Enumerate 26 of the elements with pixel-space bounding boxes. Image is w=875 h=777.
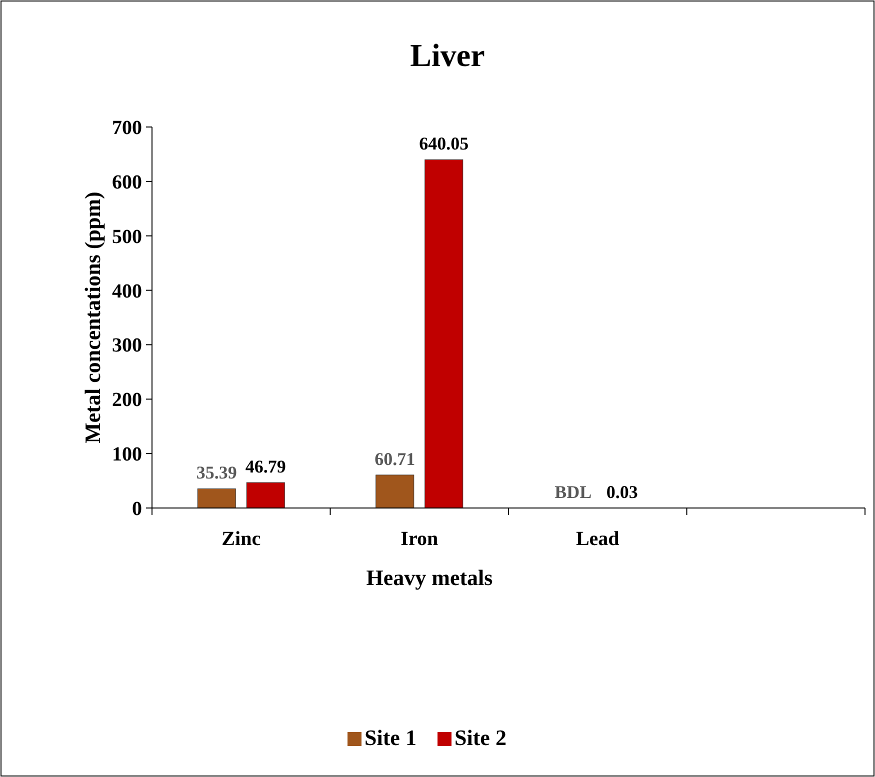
legend-label: Site 2 — [454, 725, 506, 750]
y-tick-label: 500 — [112, 226, 142, 248]
y-tick-label: 400 — [112, 280, 142, 302]
bar — [376, 474, 414, 508]
y-tick-label: 300 — [112, 334, 142, 357]
data-label: 46.79 — [245, 456, 286, 477]
text: BDL — [554, 482, 592, 502]
x-tick-label: Iron — [400, 528, 438, 550]
y-axis-title: Metal concentations (ppm) — [80, 192, 105, 444]
data-label: 0.03 — [606, 482, 638, 502]
data-label: 640.05 — [419, 134, 469, 154]
y-tick-label: 0 — [132, 498, 142, 520]
bar — [424, 159, 464, 508]
chart-title: Liver — [410, 37, 485, 73]
data-label: 60.71 — [374, 448, 416, 469]
legend-label: Site 1 — [364, 725, 416, 750]
bar — [197, 488, 236, 508]
data-label: 35.39 — [196, 462, 237, 483]
bar — [246, 482, 285, 508]
y-tick-label: 200 — [112, 389, 142, 412]
y-tick-label: 600 — [112, 171, 142, 194]
x-axis-title: Heavy metals — [366, 565, 494, 590]
x-tick-label: Lead — [576, 528, 620, 550]
y-tick-label: 700 — [112, 117, 142, 139]
x-tick-label: Zinc — [222, 528, 261, 550]
y-tick-label: 100 — [112, 444, 142, 466]
